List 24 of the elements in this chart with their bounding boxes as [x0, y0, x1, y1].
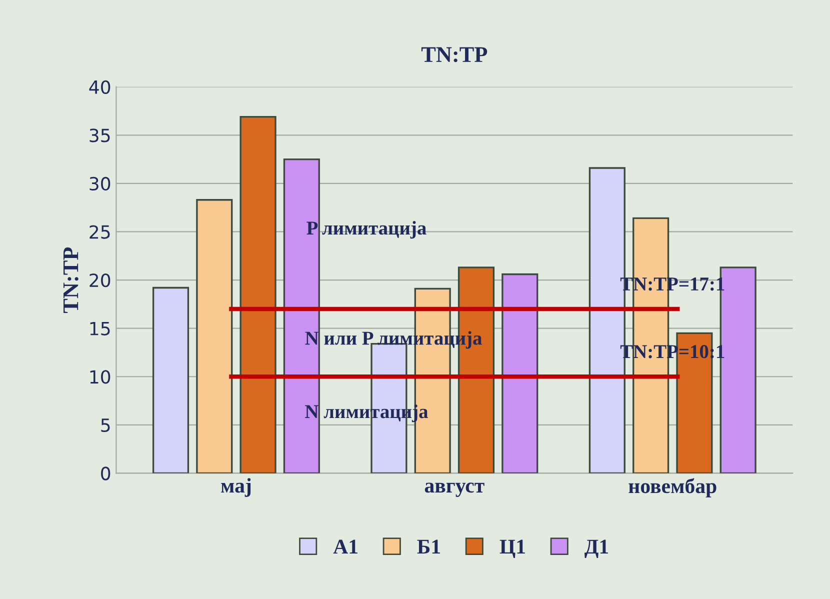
y-tick-label: 10: [90, 370, 110, 384]
annotation: P лимитација: [306, 220, 426, 239]
y-tick-label: 35: [90, 128, 110, 142]
bar: [196, 199, 233, 474]
legend-label: А1: [333, 540, 358, 554]
bar: [240, 116, 276, 474]
legend-label: Ц1: [500, 540, 525, 558]
y-tick-label: 20: [90, 273, 110, 288]
y-axis-title: TN:TP: [64, 247, 78, 314]
y-tick-label: 25: [90, 225, 110, 239]
y-tick-label: 15: [90, 322, 110, 336]
bar: [283, 158, 320, 474]
bar: [502, 273, 538, 474]
x-tick-label: новембар: [628, 478, 716, 498]
y-tick-label: 30: [90, 176, 110, 191]
legend-label: Б1: [417, 540, 440, 554]
bar: [152, 286, 190, 474]
chart-title: TN:TP: [421, 47, 488, 62]
y-tick-label: 0: [101, 466, 110, 480]
y-tick-label: 5: [101, 418, 110, 432]
legend-label: Д1: [584, 540, 608, 558]
y-tick-label: 40: [89, 80, 110, 94]
x-tick-label: август: [424, 482, 484, 497]
x-tick-label: мај: [221, 478, 251, 497]
